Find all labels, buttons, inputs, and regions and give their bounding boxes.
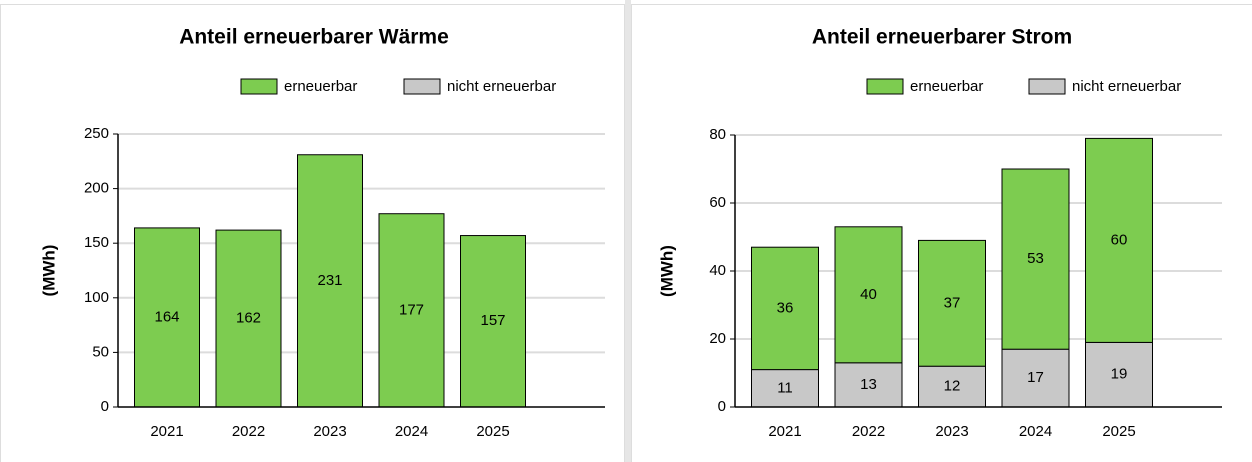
divider <box>625 0 631 462</box>
y-tick-label: 60 <box>709 194 726 211</box>
data-label: 231 <box>317 272 342 289</box>
data-label: 164 <box>154 308 179 325</box>
x-tick-label: 2024 <box>1019 423 1052 440</box>
x-tick-label: 2024 <box>395 423 428 440</box>
y-tick-label: 0 <box>718 398 726 415</box>
bar-segment <box>134 227 200 408</box>
data-label: 53 <box>1027 250 1044 267</box>
bar-segment <box>1001 348 1070 408</box>
y-tick-label: 150 <box>84 234 109 251</box>
bar-segment <box>1085 137 1153 343</box>
bar-segment <box>297 154 363 408</box>
y-axis-label: (MWh) <box>657 245 676 297</box>
data-label: 60 <box>1111 231 1128 248</box>
legend-swatch <box>403 78 441 95</box>
x-tick-label: 2022 <box>852 423 885 440</box>
data-label: 17 <box>1027 369 1044 386</box>
legend-label: nicht erneuerbar <box>1072 78 1181 95</box>
data-label: 36 <box>777 299 794 316</box>
data-label: 162 <box>236 310 261 327</box>
x-tick-label: 2023 <box>935 423 968 440</box>
bar-segment <box>751 369 819 408</box>
legend-swatch <box>1028 78 1066 95</box>
y-tick-label: 0 <box>101 398 109 415</box>
y-tick-label: 250 <box>84 125 109 142</box>
bar-segment <box>215 229 282 408</box>
y-axis-label: (MWh) <box>39 245 58 297</box>
data-label: 177 <box>399 301 424 318</box>
x-tick-label: 2025 <box>1102 423 1135 440</box>
x-tick-label: 2023 <box>313 423 346 440</box>
legend-label: erneuerbar <box>910 78 983 95</box>
y-tick-label: 100 <box>84 289 109 306</box>
data-label: 11 <box>777 379 793 396</box>
chart-title: Anteil erneuerbarer Wärme <box>179 26 449 49</box>
bar-segment <box>1001 168 1070 350</box>
x-tick-label: 2021 <box>150 423 183 440</box>
bar-segment <box>460 235 526 408</box>
y-tick-label: 40 <box>709 262 726 279</box>
x-tick-label: 2025 <box>476 423 509 440</box>
chart-title: Anteil erneuerbarer Strom <box>812 26 1072 49</box>
y-tick-label: 50 <box>92 343 109 360</box>
data-label: 12 <box>944 378 961 395</box>
data-label: 37 <box>944 294 961 311</box>
data-label: 19 <box>1111 366 1128 383</box>
bar-segment <box>918 239 986 367</box>
x-tick-label: 2022 <box>232 423 265 440</box>
data-label: 13 <box>860 376 877 393</box>
x-tick-label: 2021 <box>768 423 801 440</box>
legend-swatch <box>240 78 278 95</box>
legend-label: erneuerbar <box>284 78 357 95</box>
legend-swatch <box>866 78 904 95</box>
data-label: 157 <box>480 312 505 329</box>
y-tick-label: 20 <box>709 330 726 347</box>
bar-segment <box>378 213 445 408</box>
data-label: 40 <box>860 286 877 303</box>
bar-segment <box>834 226 903 364</box>
bar-segment <box>751 246 819 371</box>
y-tick-label: 80 <box>709 126 726 143</box>
legend-label: nicht erneuerbar <box>447 78 556 95</box>
y-tick-label: 200 <box>84 180 109 197</box>
bar-segment <box>834 362 903 408</box>
